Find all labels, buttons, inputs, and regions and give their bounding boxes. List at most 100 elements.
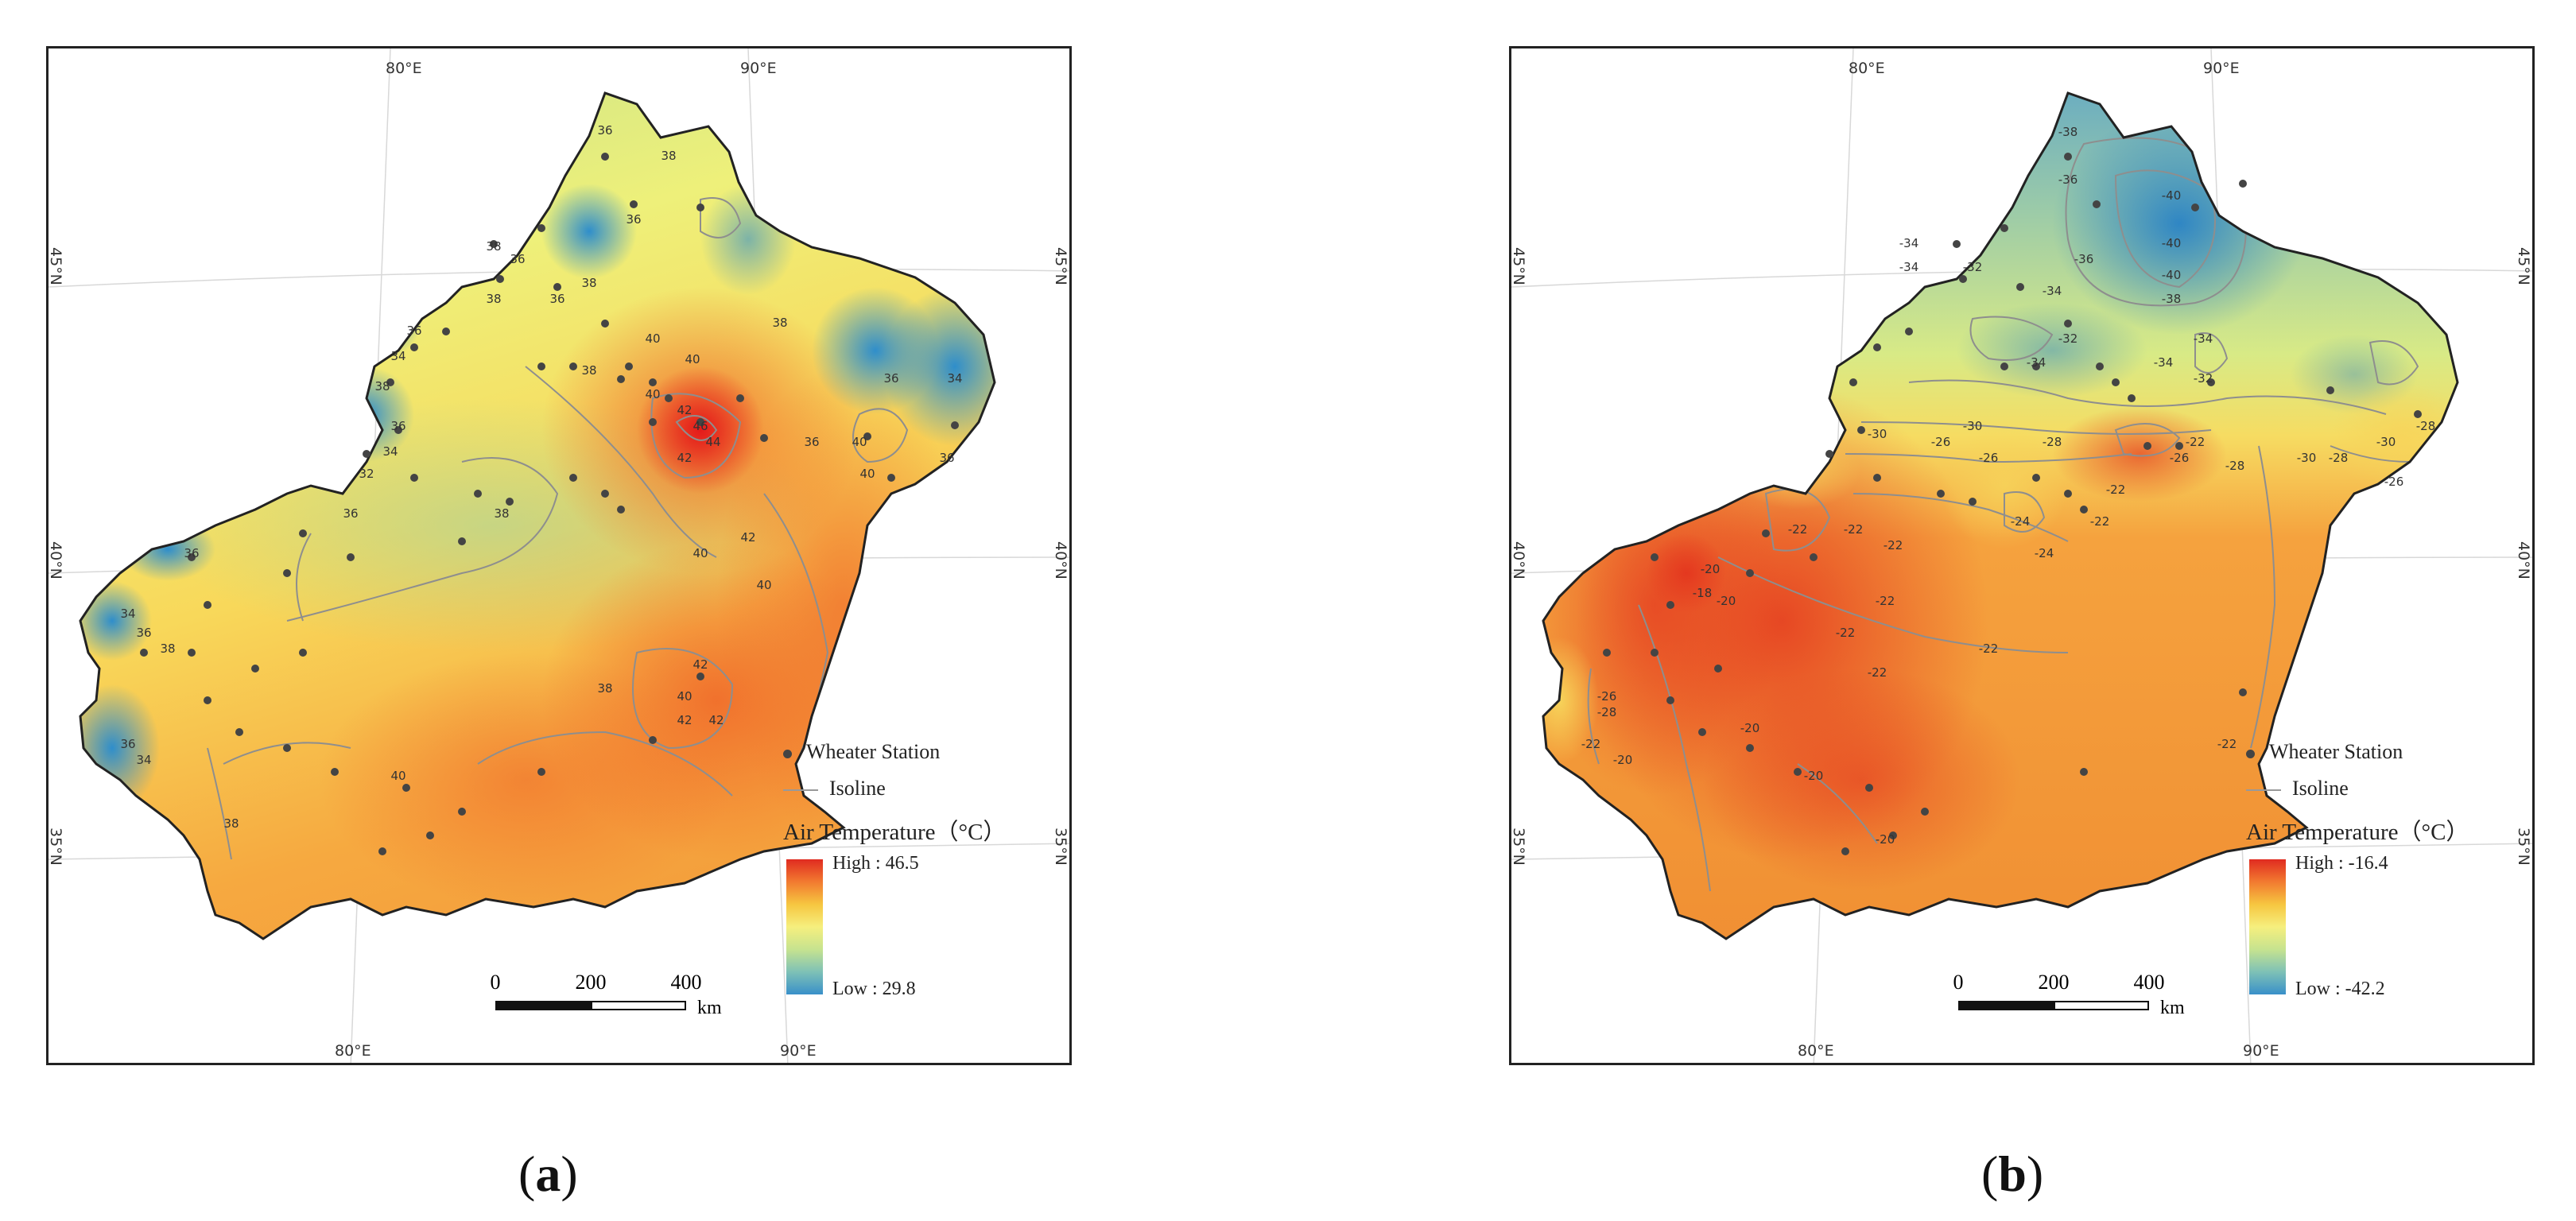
map-panel-a: 36 38 36 38 36 38 36 38 40 40 40 38 38 36 34 38 36 34 32 36… — [46, 46, 1072, 1065]
isoline-label: -38 — [2162, 292, 2182, 306]
lon-label-top-90-b: 90°E — [2203, 60, 2240, 77]
isoline-label: 40 — [677, 689, 692, 704]
isoline-label: -38 — [2058, 125, 2078, 139]
legend-station-a: Wheater Station — [783, 740, 940, 764]
isoline-label: -18 — [1693, 586, 1713, 600]
lat-label-left-45-a: 45°N — [47, 247, 64, 285]
isoline-label: -22 — [1884, 538, 1903, 552]
isoline-label: -32 — [1963, 260, 1983, 274]
lat-label-left-35-b: 35°N — [1510, 828, 1527, 866]
isoline-label: 36 — [804, 435, 819, 449]
lon-label-top-80-a: 80°E — [386, 60, 422, 77]
isoline-label: -36 — [2058, 172, 2078, 187]
isoline-label: 36 — [390, 419, 405, 433]
lon-label-bottom-80-a: 80°E — [335, 1042, 371, 1060]
isoline-label: -40 — [2162, 268, 2182, 282]
legend-title-b: Air Temperature（°C） — [2246, 820, 2469, 845]
isoline-label: 38 — [661, 149, 676, 163]
scale-label-200-a: 200 — [575, 971, 607, 994]
isoline-label: 42 — [677, 451, 692, 465]
legend-isoline-a: Isoline — [783, 777, 886, 800]
isoline-labels-b: -38-36-40-40-40-36-38-34-34 -32-34-32-34-… — [1581, 125, 2436, 847]
isoline-label: 36 — [597, 123, 612, 138]
scale-label-0-b: 0 — [1953, 971, 1964, 994]
color-ramp-a — [786, 859, 823, 994]
isoline-label: 40 — [756, 578, 771, 592]
isoline-label: 38 — [374, 379, 390, 393]
scale-label-0-a: 0 — [490, 971, 501, 994]
legend-high-b: High : -16.4 — [2295, 853, 2388, 874]
isoline-label: 42 — [677, 713, 692, 727]
scale-segment-1-b — [1958, 1001, 2054, 1010]
lon-label-bottom-90-b: 90°E — [2243, 1042, 2279, 1060]
isoline-label: -28 — [2416, 419, 2436, 433]
isoline-label: -22 — [1788, 522, 1808, 537]
scale-unit-b: km — [2160, 998, 2185, 1018]
isoline-label: 40 — [692, 546, 708, 560]
isoline-label: -28 — [2043, 435, 2062, 449]
station-dot-icon — [783, 749, 792, 758]
lat-label-right-40-b: 40°N — [2515, 541, 2532, 579]
stations-a — [140, 153, 959, 855]
isoline-label: -20 — [1804, 769, 1824, 783]
legend-a: Wheater Station Isoline Air Temperature（… — [783, 740, 1038, 1063]
isoline-label: -22 — [1581, 737, 1601, 751]
isoline-label: -30 — [1868, 427, 1887, 441]
stations-b — [1603, 153, 2422, 855]
isoline-label: -26 — [2384, 475, 2404, 489]
isoline-label: -20 — [1740, 721, 1760, 735]
isoline-label: 36 — [939, 451, 954, 465]
isoline-label: 38 — [597, 681, 612, 696]
legend-isoline-label-a: Isoline — [829, 777, 886, 800]
isoline-label: 36 — [626, 212, 641, 227]
isoline-label: 40 — [859, 467, 875, 481]
isoline-label: -20 — [1613, 753, 1633, 767]
scale-label-400-a: 400 — [670, 971, 702, 994]
isoline-label: 34 — [120, 607, 135, 621]
isoline-label: 36 — [883, 371, 898, 386]
legend-isoline-b: Isoline — [2246, 777, 2349, 800]
lon-label-bottom-90-a: 90°E — [780, 1042, 817, 1060]
isoline-label: -22 — [2090, 514, 2110, 529]
lat-label-right-35-b: 35°N — [2515, 828, 2532, 866]
isoline-label: 38 — [486, 292, 501, 306]
isoline-label: 36 — [510, 252, 525, 266]
isoline-label: -22 — [1868, 665, 1887, 680]
isoline-label: -22 — [2106, 483, 2126, 497]
station-dot-icon — [2246, 749, 2255, 758]
lat-label-left-45-b: 45°N — [1510, 247, 1527, 285]
isoline-label: 40 — [685, 352, 700, 366]
isoline-label: -34 — [2043, 284, 2062, 298]
lon-label-bottom-80-b: 80°E — [1798, 1042, 1834, 1060]
caption-b-open: ( — [1981, 1145, 1999, 1202]
lat-label-right-45-a: 45°N — [1052, 247, 1069, 285]
isoline-label: -22 — [1836, 626, 1856, 640]
isoline-label: 38 — [494, 506, 509, 521]
legend-title-a: Air Temperature（°C） — [783, 820, 1007, 845]
isoline-label: 36 — [406, 324, 421, 338]
isoline-label: -34 — [2027, 355, 2046, 370]
legend-station-label-a: Wheater Station — [806, 740, 941, 763]
isoline-symbol-icon — [783, 789, 818, 792]
scale-bar-a: 0 200 400 km — [491, 971, 734, 1018]
isoline-label: 36 — [549, 292, 564, 306]
isoline-label: -26 — [1979, 451, 1999, 465]
isoline-label: 42 — [692, 657, 708, 672]
isoline-label: 38 — [223, 816, 239, 831]
isoline-label: -34 — [2154, 355, 2174, 370]
isoline-label: -32 — [2194, 371, 2213, 386]
caption-a-close: ) — [561, 1145, 578, 1202]
isoline-label: -26 — [1597, 689, 1617, 704]
isoline-label: -22 — [1979, 642, 1999, 656]
isoline-label: -24 — [2011, 514, 2031, 529]
map-canvas-a: 3638363836383638404040383836343836343236… — [48, 48, 1069, 1063]
isoline-label: 42 — [740, 530, 755, 545]
isoline-label: -30 — [1963, 419, 1983, 433]
isoline-label: 38 — [581, 363, 596, 378]
isoline-label: -30 — [2376, 435, 2396, 449]
isoline-label: -20 — [1701, 562, 1721, 576]
legend-high-a: High : 46.5 — [832, 853, 919, 874]
lat-label-right-45-b: 45°N — [2515, 247, 2532, 285]
lat-label-right-35-a: 35°N — [1052, 828, 1069, 866]
scale-label-200-b: 200 — [2038, 971, 2070, 994]
